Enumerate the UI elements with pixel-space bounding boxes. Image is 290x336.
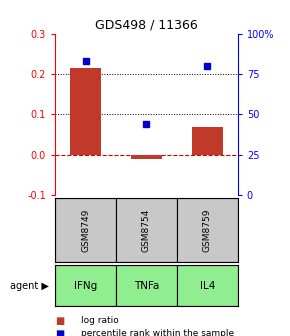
Bar [55,265,116,306]
Text: percentile rank within the sample: percentile rank within the sample [81,329,234,336]
Text: ■: ■ [55,329,64,336]
Text: IFNg: IFNg [74,281,97,291]
Text: TNFa: TNFa [134,281,159,291]
Text: GSM8759: GSM8759 [203,208,212,252]
Bar [55,198,116,262]
Bar [131,155,162,159]
Bar [192,127,222,155]
Text: agent ▶: agent ▶ [10,281,49,291]
Text: GSM8749: GSM8749 [81,208,90,252]
Bar [116,265,177,306]
Bar [177,198,238,262]
Text: GSM8754: GSM8754 [142,208,151,252]
Text: ■: ■ [55,316,64,326]
Bar [116,198,177,262]
Bar [70,68,101,155]
Bar [177,265,238,306]
Title: GDS498 / 11366: GDS498 / 11366 [95,18,198,31]
Text: log ratio: log ratio [81,316,119,325]
Text: IL4: IL4 [200,281,215,291]
